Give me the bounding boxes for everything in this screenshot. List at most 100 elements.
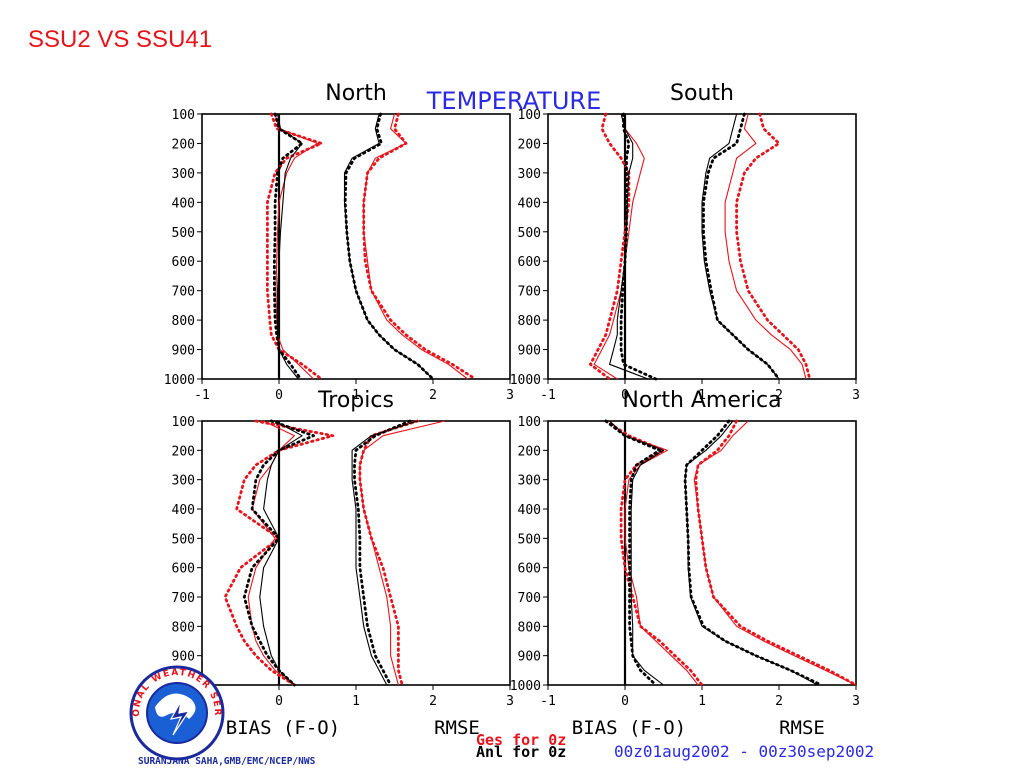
x-tick-label: 3 [852, 694, 860, 709]
x-tick-label: 2 [429, 388, 437, 403]
y-tick-label: 1000 [164, 373, 195, 388]
plot-frame [201, 113, 511, 380]
x-tick-label: 2 [429, 694, 437, 709]
y-tick-label: 400 [172, 196, 195, 211]
legend-ges: Ges for 0z [476, 731, 566, 749]
y-tick-label: 100 [172, 415, 195, 430]
panel-north: 100 200 300 400 500 600 700 800 900 1000-1 0 1 2 3 Nor… [164, 81, 514, 403]
x-tick-label: 0 [275, 694, 283, 709]
y-tick-label: 800 [172, 314, 195, 329]
y-tick-label: 900 [518, 344, 541, 359]
x-tick-label: 3 [506, 694, 514, 709]
y-tick-label: 600 [518, 255, 541, 270]
y-tick-label: 100 [172, 108, 195, 123]
x-tick-label: 1 [352, 388, 360, 403]
y-tick-label: 400 [518, 503, 541, 518]
x-tick-label: -1 [540, 388, 556, 403]
rmse-axis-label: RMSE [434, 717, 480, 739]
x-tick-label: -1 [194, 388, 210, 403]
series-black-solid-rmse [701, 113, 780, 380]
x-tick-label: 3 [506, 388, 514, 403]
series-black-dotted-rmse [343, 112, 435, 381]
y-tick-label: 600 [172, 255, 195, 270]
y-tick-label: 100 [518, 415, 541, 430]
y-tick-label: 900 [172, 344, 195, 359]
series-red-dotted-bias [223, 419, 335, 687]
y-tick-label: 400 [518, 196, 541, 211]
y-tick-label: 700 [518, 285, 541, 300]
y-tick-label: 800 [172, 620, 195, 635]
series-red-dotted-bias [589, 112, 631, 381]
rmse-axis-label-2: RMSE [779, 717, 825, 739]
plot-frame [547, 113, 857, 380]
series-red-dotted-bias [265, 112, 323, 381]
y-tick-label: 700 [518, 591, 541, 606]
y-tick-label: 200 [172, 137, 195, 152]
series-black-dotted-bias [272, 112, 304, 381]
x-tick-label: 3 [852, 388, 860, 403]
y-tick-label: 400 [172, 503, 195, 518]
x-tick-label: 2 [775, 388, 783, 403]
panel-title: South [670, 81, 734, 106]
y-tick-label: 100 [518, 108, 541, 123]
bias-axis-label-2: BIAS (F-O) [572, 717, 686, 739]
panel-title: Tropics [317, 388, 394, 413]
series-black-dotted-bias [242, 419, 316, 687]
series-black-solid-bias [609, 420, 665, 686]
y-tick-label: 300 [172, 167, 195, 182]
x-tick-label: 0 [275, 388, 283, 403]
series-black-solid-rmse [351, 420, 418, 686]
footer-block: BIAS (F-O) RMSE BIAS (F-O) RMSE Ges for … [138, 717, 874, 767]
y-tick-label: 900 [172, 650, 195, 665]
date-range: 00z01aug2002 - 00z30sep2002 [614, 742, 874, 761]
bias-axis-label: BIAS (F-O) [226, 717, 340, 739]
x-tick-label: 1 [698, 388, 706, 403]
y-tick-label: 500 [172, 226, 195, 241]
y-tick-label: 200 [172, 444, 195, 459]
x-tick-label: 1 [352, 694, 360, 709]
panel-title: North [325, 81, 387, 106]
series-red-dotted-rmse [358, 419, 420, 687]
series-black-dotted-rmse [353, 419, 412, 687]
series-black-dotted-bias [619, 112, 658, 381]
series-red-dotted-rmse [362, 112, 477, 381]
x-tick-label: 1 [698, 694, 706, 709]
panel-tropics: 1002003004005006007008009001000-10123Tro… [164, 388, 514, 709]
panel-south: 100 200 300 400 500 600 700 800 900 1000-1 0 1 2 3 Sou… [510, 81, 860, 403]
y-tick-label: 700 [172, 591, 195, 606]
panel-title: North America [622, 388, 781, 413]
x-tick-label: 2 [775, 694, 783, 709]
y-tick-label: 300 [172, 474, 195, 489]
y-tick-label: 200 [518, 444, 541, 459]
series-red-solid-rmse [363, 113, 469, 380]
y-tick-label: 900 [518, 650, 541, 665]
y-tick-label: 500 [172, 532, 195, 547]
legend-anl: Anl for 0z [476, 743, 566, 761]
y-tick-label: 1000 [510, 679, 541, 694]
y-tick-label: 700 [172, 285, 195, 300]
y-tick-label: 500 [518, 226, 541, 241]
credit-line: SURANJANA SAHA,GMB/EMC/NCEP/NWS [138, 756, 316, 767]
y-tick-label: 500 [518, 532, 541, 547]
y-tick-label: 800 [518, 620, 541, 635]
x-tick-label: 0 [621, 388, 629, 403]
series-red-solid-rmse [693, 420, 857, 686]
series-red-dotted-rmse [694, 419, 858, 687]
series-red-solid-rmse [724, 113, 807, 380]
nws-logo: NATIONAL WEATHER SERVICE [129, 665, 225, 761]
y-tick-label: 300 [518, 167, 541, 182]
plot-frame [547, 420, 857, 686]
series-black-dotted-bias [604, 419, 661, 687]
y-tick-label: 200 [518, 137, 541, 152]
slide-title: SSU2 VS SSU41 [28, 26, 213, 53]
x-tick-label: -1 [540, 694, 556, 709]
y-tick-label: 600 [518, 562, 541, 577]
x-tick-label: 0 [621, 694, 629, 709]
y-tick-label: 1000 [510, 373, 541, 388]
series-red-solid-bias [609, 420, 699, 686]
y-tick-label: 600 [172, 562, 195, 577]
figure-title: TEMPERATURE [426, 87, 602, 115]
